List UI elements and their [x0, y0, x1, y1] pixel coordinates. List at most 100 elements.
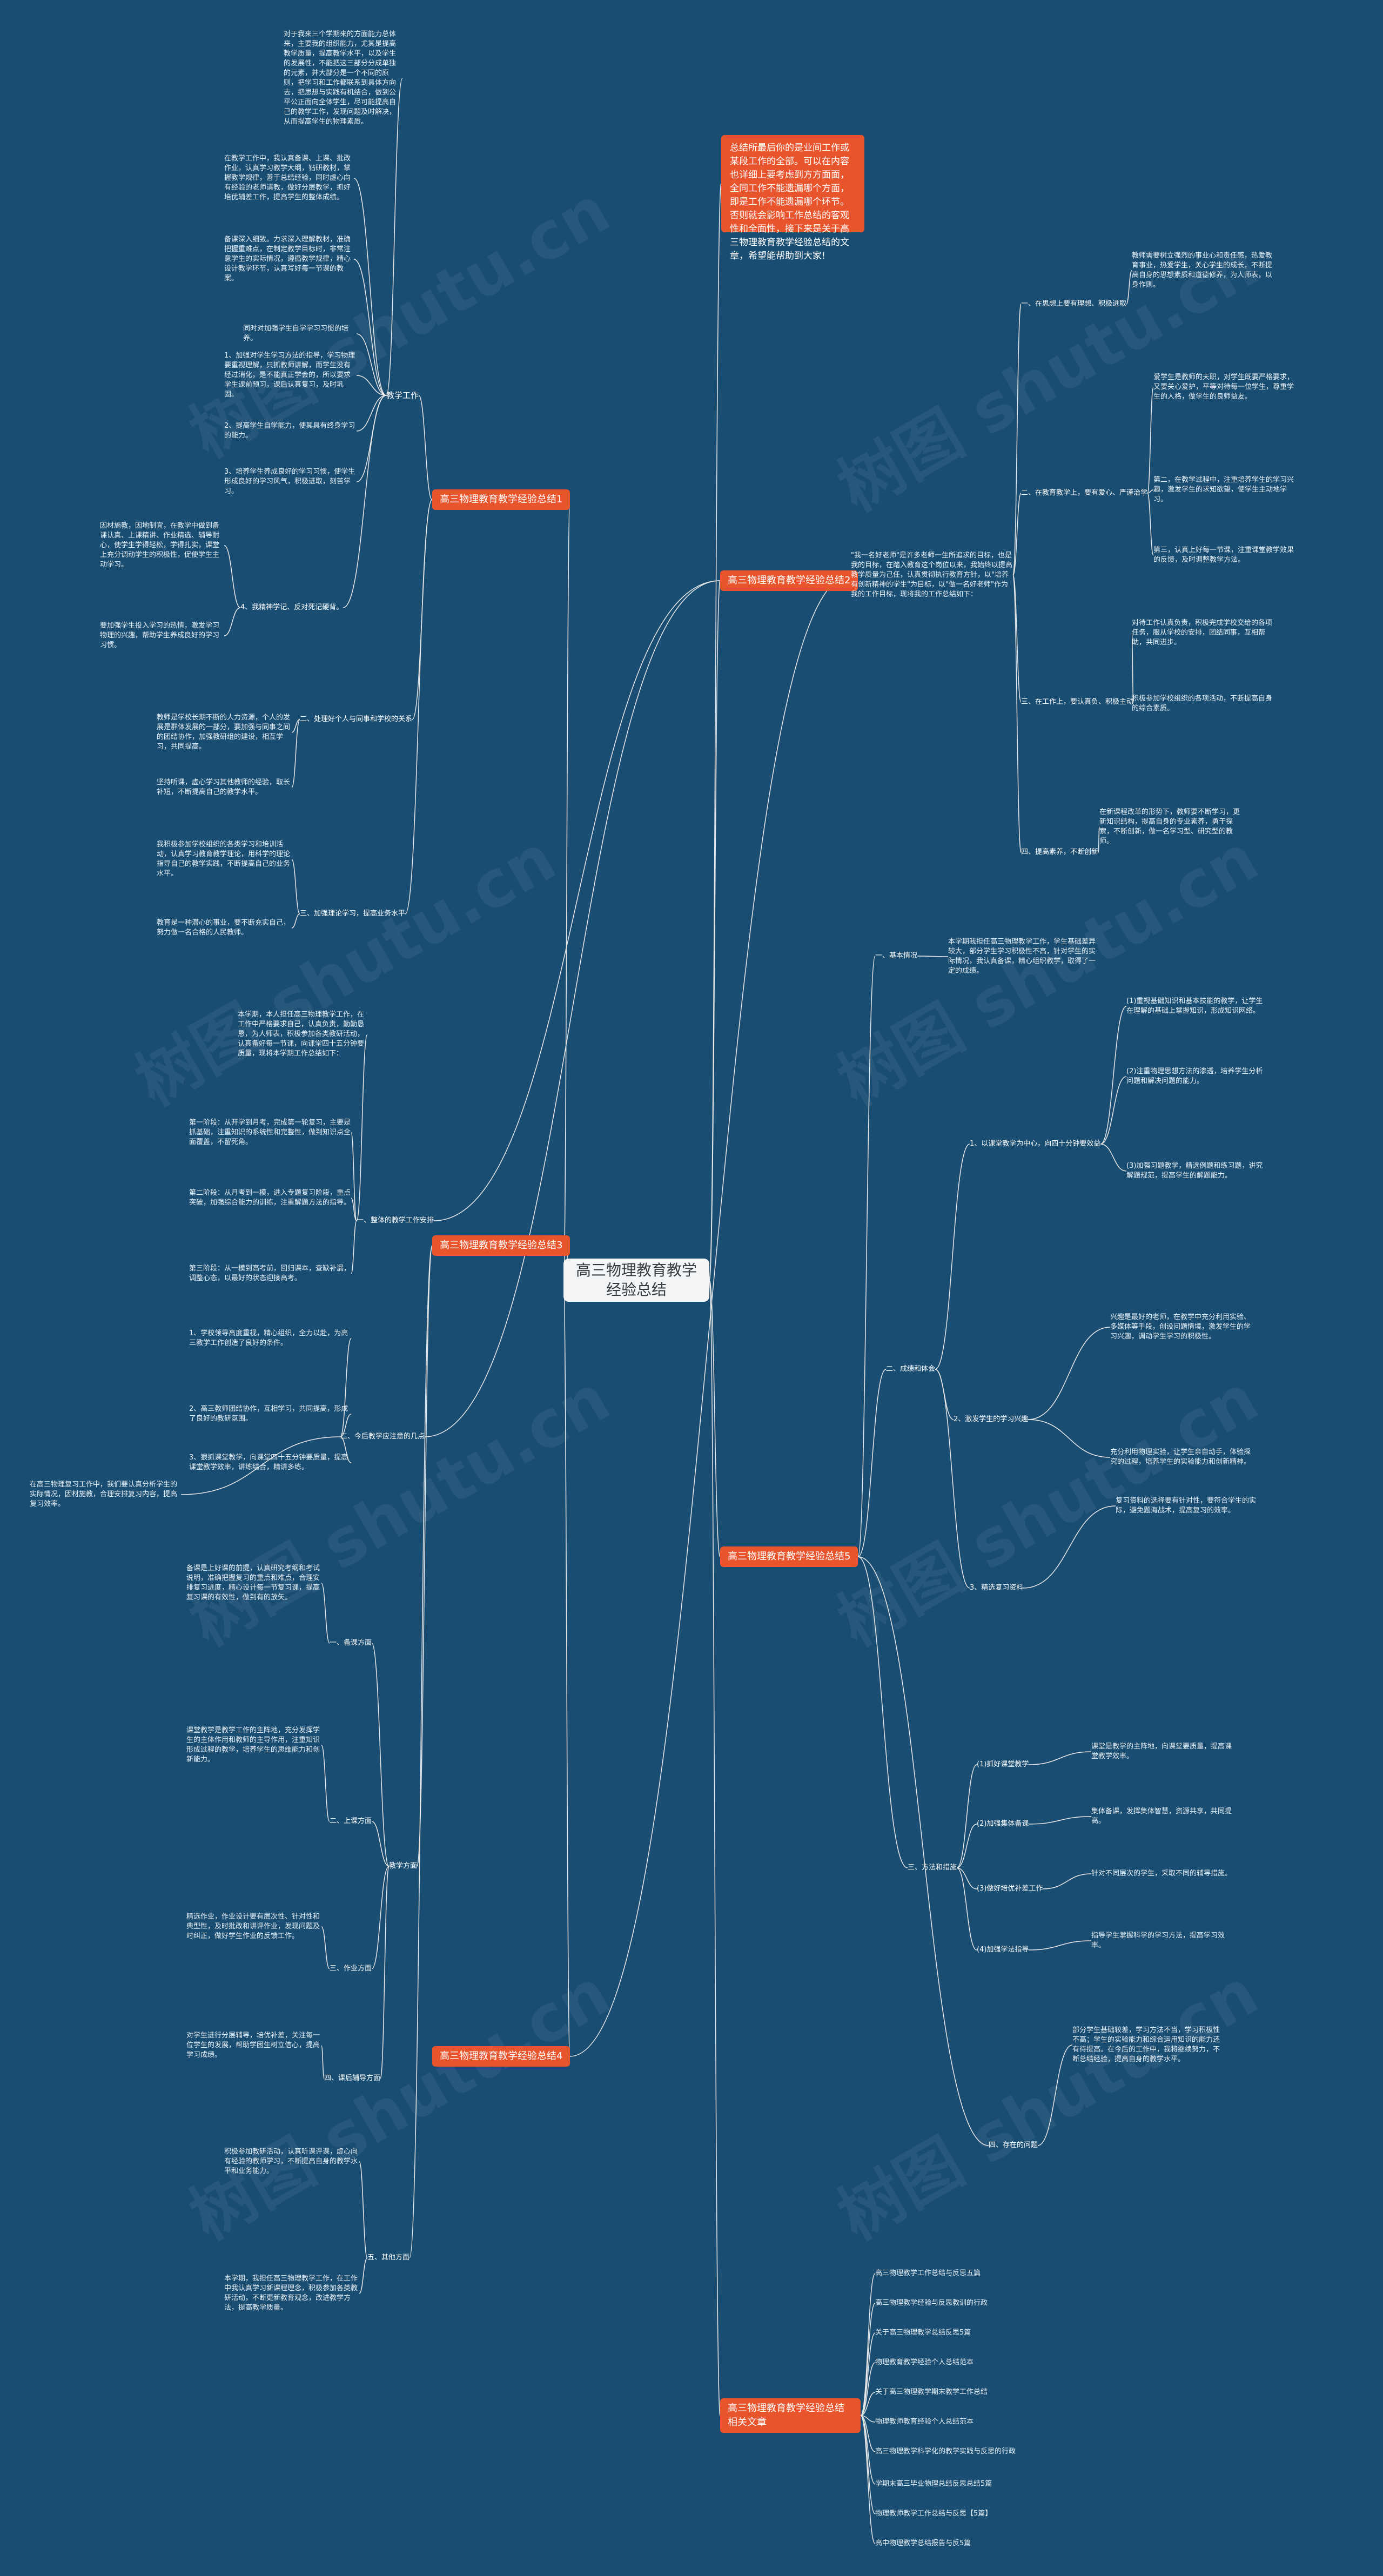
- branch-summary-5[interactable]: 高三物理教育教学经验总结5: [720, 1546, 858, 1567]
- b5-classroom-focus[interactable]: 1、以课堂教学为中心，向四十分钟要效益: [970, 1140, 1101, 1148]
- b5-results-section[interactable]: 二、成绩和体会: [886, 1365, 936, 1373]
- b1-colleague-text: 坚持听课，虚心学习其他教师的经验，取长补短，不断提高自己的教学水平。: [157, 778, 291, 796]
- connector-line: [359, 2161, 368, 2258]
- b4-teaching-text: 第二，在教学过程中，注重培养学生的学习兴趣，激发学生的求知欲望，使学生主动地学习…: [1153, 476, 1294, 503]
- b5-classroom-text: (1)重视基础知识和基本技能的教学，让学生在理解的基础上掌握知识，形成知识网络。: [1126, 997, 1263, 1015]
- b2-phase-text: 第二阶段：从月考到一模，进入专题复习阶段，重点突破，加强综合能力的训练，注重解题…: [189, 1189, 351, 1207]
- connector-line: [343, 395, 387, 608]
- connector-line: [709, 580, 721, 1281]
- connector-line: [860, 2303, 876, 2416]
- related-article-link[interactable]: 高三物理教学经验与反思教训的行政: [875, 2299, 988, 2307]
- connector-line: [291, 719, 300, 788]
- related-article-link[interactable]: 物理教育教学经验个人总结范本: [875, 2358, 974, 2366]
- b1-relations-section[interactable]: 二、处理好个人与同事和学校的关系: [300, 715, 413, 723]
- related-article-link[interactable]: 物理教师教育经验个人总结范本: [875, 2418, 974, 2426]
- connector-line: [709, 1280, 721, 2416]
- b4-innovation-section[interactable]: 四、提高素养，不断创新: [1021, 848, 1099, 856]
- connector-line: [1028, 1940, 1092, 1951]
- b3-prep-section[interactable]: 一、备课方面: [330, 1639, 372, 1647]
- b3-homework-section[interactable]: 三、作业方面: [330, 1965, 372, 1973]
- b3-tutoring-section[interactable]: 四、课后辅导方面: [324, 2074, 381, 2082]
- b1-study-text: 我积极参加学校组织的各类学习和培训活动，认真学习教育教学理论，用科学的理论指导自…: [157, 840, 291, 878]
- connector-line: [563, 499, 570, 1281]
- related-article-link[interactable]: 高三物理教学工作总结与反思五篇: [875, 2269, 981, 2277]
- b4-teaching-section[interactable]: 二、在教育教学上，要有爱心、严谨治学: [1021, 489, 1148, 497]
- b5-method-item[interactable]: (2)加强集体备课: [977, 1820, 1029, 1828]
- connector-line: [351, 1198, 357, 1221]
- b1-study-section[interactable]: 三、加强理论学习，提高业务水平: [300, 910, 406, 918]
- connector-line: [563, 1280, 570, 2057]
- connector-line: [1037, 2044, 1073, 2146]
- b1-note[interactable]: 4、我精神学记、反对死记硬背。: [240, 603, 344, 611]
- connector-line: [1028, 1816, 1092, 1825]
- connector-line: [917, 956, 949, 957]
- related-article-link[interactable]: 高三物理教学科学化的教学实践与反思的行政: [875, 2447, 1016, 2456]
- related-article-link[interactable]: 高中物理教学总结报告与反5篇: [875, 2539, 971, 2547]
- b5-method-item[interactable]: (3)做好培优补差工作: [977, 1885, 1043, 1893]
- connector-line: [860, 2415, 876, 2514]
- connector-line: [956, 1867, 977, 1889]
- b2-future-notes[interactable]: 二、今后教学应注意的几点: [340, 1432, 425, 1441]
- connector-line: [356, 375, 387, 396]
- b5-methods-section[interactable]: 三、方法和措施: [908, 1864, 957, 1872]
- b4-mindset-section[interactable]: 一、在思想上要有理想、积极进取: [1021, 300, 1127, 308]
- branch-summary-1[interactable]: 高三物理教育教学经验总结1: [432, 489, 570, 510]
- connector-line: [709, 1280, 721, 1557]
- b2-point: 2、高三教师团结协作，互相学习，共同提高，形成了良好的教研氛围。: [189, 1405, 348, 1423]
- branch-summary-2[interactable]: 高三物理教育教学经验总结2: [720, 570, 858, 591]
- connector-line: [405, 499, 433, 914]
- related-article-link[interactable]: 学期末高三毕业物理总结反思总结5篇: [875, 2480, 992, 2488]
- b2-overall-plan[interactable]: 一、整体的教学工作安排: [357, 1216, 434, 1225]
- b3-other-section[interactable]: 五、其他方面: [367, 2254, 410, 2262]
- connector-line: [709, 183, 722, 1281]
- b1-habit-title: 同时对加强学生自学学习习惯的培养。: [243, 325, 349, 342]
- connector-line: [321, 1926, 330, 1969]
- connector-line: [359, 2257, 368, 2294]
- connector-line: [356, 395, 387, 432]
- connector-line: [956, 1824, 977, 1868]
- connector-line: [857, 1556, 989, 2146]
- connector-line: [417, 1245, 433, 1867]
- b1-study-text: 教育是一种潜心的事业，要不断充实自己，努力做一名合格的人民教师。: [157, 919, 291, 937]
- b3-lesson-section[interactable]: 二、上课方面: [330, 1817, 372, 1825]
- b5-method-item[interactable]: (1)抓好课堂教学: [977, 1760, 1029, 1768]
- connector-line: [860, 2332, 876, 2416]
- root-topic[interactable]: 高三物理教育教学经验总结: [563, 1259, 709, 1302]
- related-article-link[interactable]: 关于高三物理教学期末教学工作总结: [875, 2388, 988, 2396]
- connector-line: [321, 1745, 330, 1822]
- b2-phase-text: 第一阶段：从开学到月考，完成第一轮复习，主要是抓基础，注重知识的系统性和完整性，…: [189, 1119, 351, 1146]
- connector-line: [860, 2273, 876, 2416]
- b3-teaching-aspect[interactable]: 教学方面: [389, 1862, 418, 1870]
- related-article-link[interactable]: 关于高三物理教学总结反思5篇: [875, 2329, 971, 2337]
- b5-method-item[interactable]: (4)加强学法指导: [977, 1946, 1029, 1954]
- b5-basic-text: 本学期我担任高三物理教学工作，学生基础差异较大，部分学生学习积极性不高，针对学生…: [948, 938, 1096, 975]
- connector-line: [409, 1245, 433, 2258]
- b5-interest-section[interactable]: 2、激发学生的学习兴趣: [954, 1415, 1029, 1423]
- connector-line: [1100, 1076, 1127, 1145]
- b4-intro-text: "我一名好老师"是许多老师一生所追求的目标，也是我的目标，在踏入教育这个岗位以来…: [851, 551, 1013, 598]
- b5-materials-section[interactable]: 3、精选复习资料: [970, 1584, 1024, 1592]
- branch-summary-4[interactable]: 高三物理教育教学经验总结4: [432, 2046, 570, 2067]
- b1-colleague-text: 教师是学校长期不断的人力资源，个人的发展是群体发展的一部分，要加强与同事之间的团…: [157, 714, 291, 751]
- connector-line: [340, 1338, 352, 1437]
- connector-line: [1028, 1751, 1092, 1765]
- b2-point: 1、学校领导高度重视，精心组织，全力以赴，为高三教学工作创造了良好的条件。: [189, 1329, 348, 1347]
- connector-line: [1012, 304, 1022, 576]
- connector-line: [1028, 1327, 1111, 1420]
- b1-teaching-work[interactable]: 教学工作: [386, 391, 419, 400]
- b2-intro-text: 本学期，本人担任高三物理教学工作，在工作中严格要求自己，认真负责，勤勤恳恳，为人…: [238, 1011, 365, 1058]
- b5-problems-section[interactable]: 四、存在的问题: [989, 2141, 1038, 2149]
- connector-line: [1012, 493, 1022, 576]
- b3-homework-text: 精选作业，作业设计要有层次性、针对性和典型性，及时批改和讲评作业，发现问题及时纠…: [186, 1913, 320, 1940]
- connector-line: [180, 1436, 341, 1495]
- b5-method-text: 针对不同层次的学生，采取不同的辅导措施。: [1091, 1869, 1232, 1878]
- b4-work-section[interactable]: 三、在工作上，要认真负、积极主动: [1021, 698, 1134, 706]
- branch-summary-3[interactable]: 高三物理教育教学经验总结3: [432, 1235, 570, 1256]
- b5-basic-situation[interactable]: 一、基本情况: [875, 952, 918, 960]
- connector-line: [1012, 575, 1022, 853]
- connector-line: [353, 259, 387, 396]
- connector-line: [1126, 270, 1132, 305]
- related-article-link[interactable]: 物理教师教学工作总结与反思【5篇】: [875, 2510, 992, 2518]
- branch-related-articles[interactable]: 高三物理教育教学经验总结相关文章: [720, 2398, 861, 2433]
- connector-line: [433, 580, 721, 1221]
